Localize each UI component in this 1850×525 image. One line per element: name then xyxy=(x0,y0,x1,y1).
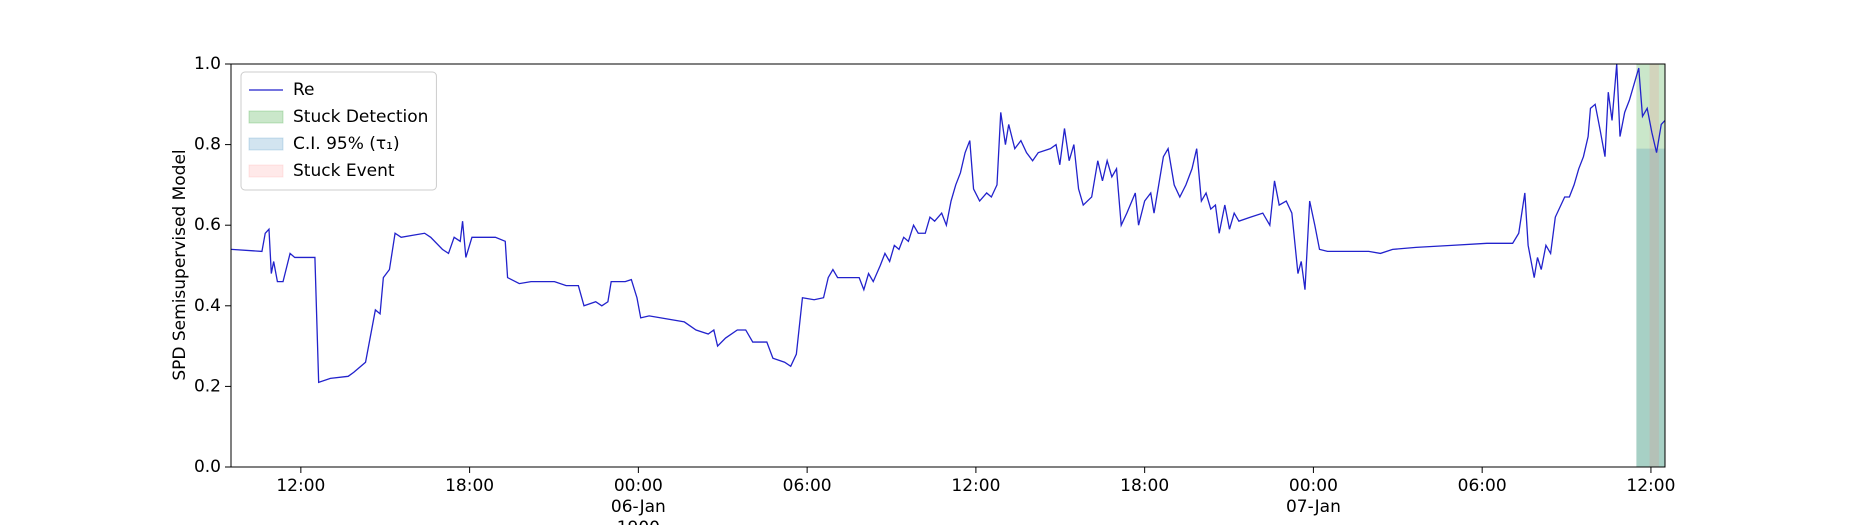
legend-label: Re xyxy=(293,80,315,100)
span xyxy=(1649,64,1659,467)
y-tick-label: 0.4 xyxy=(194,296,221,316)
y-tick-label: 0.0 xyxy=(194,457,221,477)
legend-box xyxy=(240,71,437,191)
legend-label: Stuck Detection xyxy=(293,107,428,127)
plot-frame xyxy=(230,63,1666,468)
legend-swatch xyxy=(248,164,284,178)
x-tick-label: 06:00 xyxy=(1457,476,1507,496)
legend-label: C.I. 95% (τ₁) xyxy=(293,134,400,154)
y-tick-label: 1.0 xyxy=(194,54,221,74)
x-tick-label: 12:00 xyxy=(276,476,326,496)
x-tick-label: 18:00 xyxy=(1120,476,1170,496)
span xyxy=(1636,148,1665,467)
y-tick-label: 0.6 xyxy=(194,215,221,235)
legend-swatch xyxy=(248,110,284,124)
y-tick-label: 0.8 xyxy=(194,135,221,155)
x-tick-label: 12:00 xyxy=(951,476,1001,496)
data-line xyxy=(231,64,1665,384)
y-tick-label: 0.2 xyxy=(194,376,221,396)
x-tick-label: 12:00 xyxy=(1626,476,1676,496)
x-tick-label: 18:00 xyxy=(445,476,495,496)
legend-label: Stuck Event xyxy=(293,161,395,181)
x-tick-label: 00:00 06-Jan 1900 xyxy=(610,476,666,525)
x-tick-label: 06:00 xyxy=(782,476,832,496)
y-axis-label: SPD Semisupervised Model xyxy=(170,149,190,380)
legend: Re Stuck Detection C.I. 95% (τ₁) Stuck Even… xyxy=(240,71,437,191)
legend-swatch xyxy=(248,137,284,151)
x-tick-label: 00:00 07-Jan xyxy=(1285,476,1341,517)
